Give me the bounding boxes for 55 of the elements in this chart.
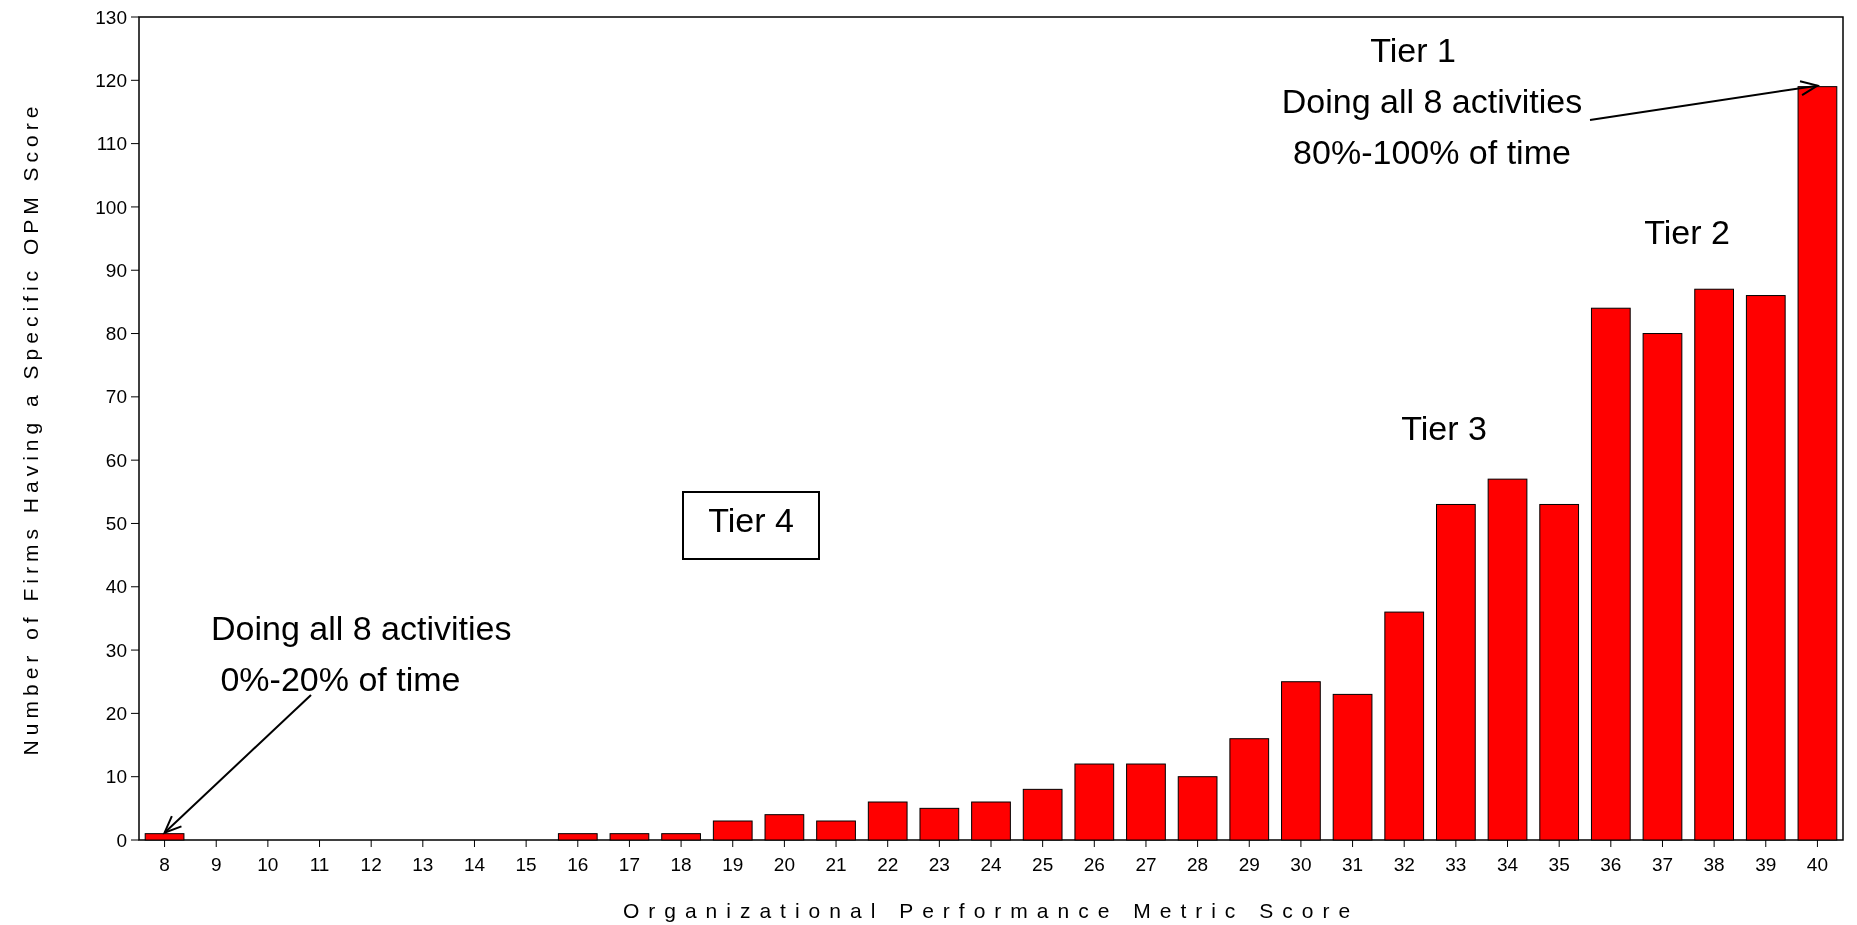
x-tick-label: 30 — [1290, 854, 1312, 875]
y-tick-label: 70 — [105, 386, 127, 408]
x-axis-title: Organizational Performance Metric Score — [622, 899, 1360, 922]
y-axis-title: Number of Firms Having a Specific OPM Score — [19, 101, 42, 756]
x-tick-label: 35 — [1548, 854, 1570, 875]
x-tick-label: 31 — [1341, 854, 1364, 875]
x-tick-label: 12 — [360, 854, 382, 875]
x-tick-label: 15 — [515, 854, 537, 875]
y-tick-label: 50 — [105, 513, 127, 535]
x-tick-label: 32 — [1393, 854, 1415, 875]
x-tick-label: 33 — [1445, 854, 1467, 875]
x-tick-label: 19 — [722, 854, 744, 875]
x-tick-label: 14 — [463, 854, 486, 875]
y-tick-label: 60 — [105, 449, 127, 471]
y-tick-label: 20 — [105, 703, 127, 725]
y-tick-label: 10 — [105, 766, 127, 788]
annotation: Tier 4 — [708, 501, 794, 539]
x-tick-label: 37 — [1651, 854, 1674, 875]
x-tick-label: 24 — [980, 854, 1002, 875]
annotation: Tier 2 — [1644, 213, 1730, 251]
y-tick-label: 30 — [105, 639, 127, 661]
y-tick-label: 40 — [105, 576, 127, 598]
x-tick-label: 28 — [1187, 854, 1209, 875]
x-tick-label: 29 — [1238, 854, 1260, 875]
x-tick-label: 13 — [412, 854, 434, 875]
x-tick-label: 40 — [1806, 854, 1828, 875]
x-tick-label: 21 — [825, 854, 847, 875]
y-tick-label: 110 — [96, 133, 127, 155]
x-tick-label: 8 — [159, 854, 170, 875]
x-tick-label: 10 — [257, 854, 279, 875]
y-tick-label: 80 — [105, 323, 127, 345]
annotation: Tier 1 — [1370, 31, 1456, 69]
x-tick-label: 22 — [877, 854, 899, 875]
y-tick-label: 120 — [95, 69, 127, 91]
x-tick-label: 38 — [1703, 854, 1725, 875]
x-tick-label: 34 — [1496, 854, 1519, 875]
y-tick-label: 130 — [95, 6, 127, 28]
x-tick-label: 17 — [618, 854, 641, 875]
y-tick-label: 100 — [95, 196, 127, 218]
x-tick-label: 25 — [1032, 854, 1054, 875]
x-tick-label: 18 — [670, 854, 692, 875]
x-tick-label: 9 — [210, 854, 222, 875]
x-tick-label: 39 — [1755, 854, 1777, 875]
annotation: Doing all 8 activities 0%-20% of time — [211, 609, 512, 698]
x-tick-label: 16 — [567, 854, 589, 875]
annotation: Doing all 8 activities 80%-100% of time — [1281, 82, 1583, 171]
y-tick-label: 0 — [116, 829, 127, 851]
x-tick-label: 11 — [309, 854, 330, 875]
x-tick-label: 36 — [1600, 854, 1622, 875]
x-tick-label: 27 — [1135, 854, 1157, 875]
x-tick-label: 20 — [773, 854, 795, 875]
annotation: Tier 3 — [1401, 409, 1487, 447]
y-tick-label: 90 — [105, 259, 127, 281]
x-tick-label: 23 — [928, 854, 950, 875]
x-tick-label: 26 — [1083, 854, 1105, 875]
